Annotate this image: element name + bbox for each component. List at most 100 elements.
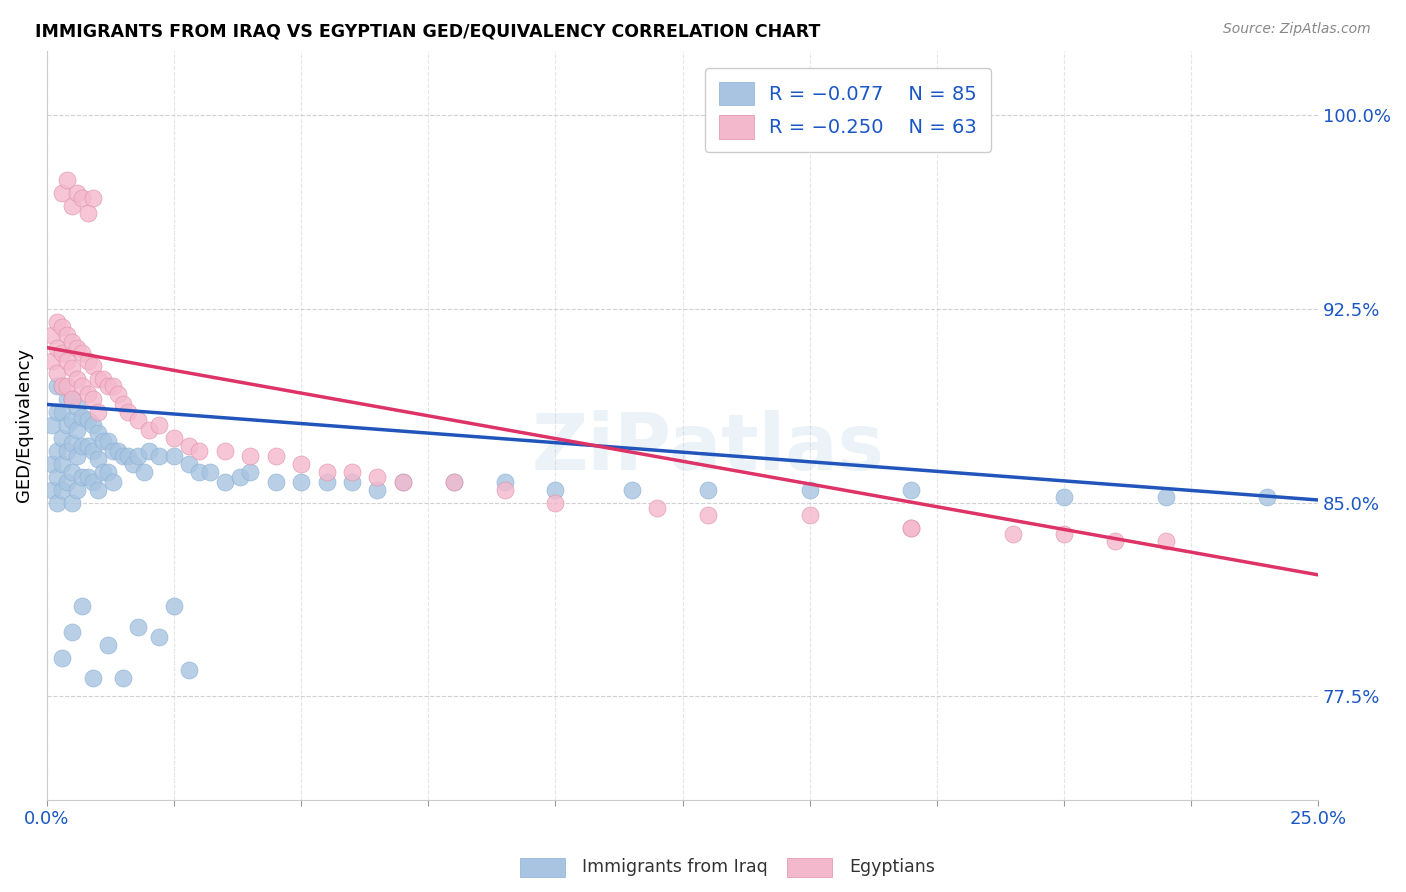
Point [82,392,104,407]
Point [392,475,415,489]
Point [620,483,643,497]
Point [66,449,89,463]
Point [163,431,186,445]
Point [1256,491,1278,505]
Point [148,449,170,463]
Point [72,410,94,425]
Point [229,469,252,483]
Point [138,423,160,437]
Point [41,483,63,497]
Point [132,465,155,479]
Point [56,418,79,433]
Point [188,465,211,479]
Point [66,371,89,385]
Point [72,346,94,360]
Point [544,483,567,497]
Point [87,451,110,466]
Point [60,392,83,407]
Text: ZiPatlas: ZiPatlas [531,409,884,485]
Point [56,327,79,342]
Point [494,483,516,497]
Point [76,439,98,453]
Point [1002,526,1025,541]
Point [41,457,63,471]
Point [290,475,312,489]
Point [91,434,114,448]
Point [87,405,110,419]
Point [163,599,186,613]
FancyBboxPatch shape [787,858,832,878]
Point [117,449,139,463]
Point [60,335,83,350]
Point [51,405,73,419]
Point [198,465,221,479]
Point [41,418,63,433]
Point [112,671,135,685]
Point [264,449,287,463]
Point [82,444,104,458]
Point [56,475,79,489]
Point [60,465,83,479]
Point [56,353,79,368]
Point [127,413,149,427]
Point [107,387,129,401]
Point [97,465,120,479]
Point [66,423,89,437]
Point [46,405,69,419]
Point [239,465,262,479]
Point [179,457,201,471]
Point [46,315,69,329]
Point [315,465,337,479]
Point [76,413,98,427]
Point [82,191,104,205]
Point [46,444,69,458]
Point [799,508,821,523]
Point [97,638,120,652]
Point [60,624,83,639]
Point [51,186,73,200]
Point [66,483,89,497]
Point [1154,491,1177,505]
Point [82,359,104,373]
Point [179,664,201,678]
Point [799,483,821,497]
Point [127,449,149,463]
Point [46,341,69,355]
Point [51,346,73,360]
Point [76,206,98,220]
Point [87,425,110,440]
Y-axis label: GED/Equivalency: GED/Equivalency [15,348,32,502]
Point [101,475,124,489]
Point [87,371,110,385]
Point [214,444,236,458]
Legend: R = −0.077    N = 85, R = −0.250    N = 63: R = −0.077 N = 85, R = −0.250 N = 63 [704,68,991,153]
Point [46,367,69,381]
Point [72,599,94,613]
Point [117,405,139,419]
Text: Source: ZipAtlas.com: Source: ZipAtlas.com [1223,22,1371,37]
Point [239,449,262,463]
Point [163,449,186,463]
Point [82,475,104,489]
Point [179,439,201,453]
Point [97,379,120,393]
Point [76,353,98,368]
Point [76,387,98,401]
Point [697,483,720,497]
Point [51,320,73,334]
FancyBboxPatch shape [520,858,565,878]
Point [340,465,363,479]
Point [60,495,83,509]
Point [60,413,83,427]
Point [1154,534,1177,549]
Point [72,379,94,393]
Point [1104,534,1126,549]
Point [127,619,149,633]
Point [91,371,114,385]
Point [214,475,236,489]
Point [900,521,922,535]
Point [101,379,124,393]
Point [697,508,720,523]
Point [494,475,516,489]
Point [66,186,89,200]
